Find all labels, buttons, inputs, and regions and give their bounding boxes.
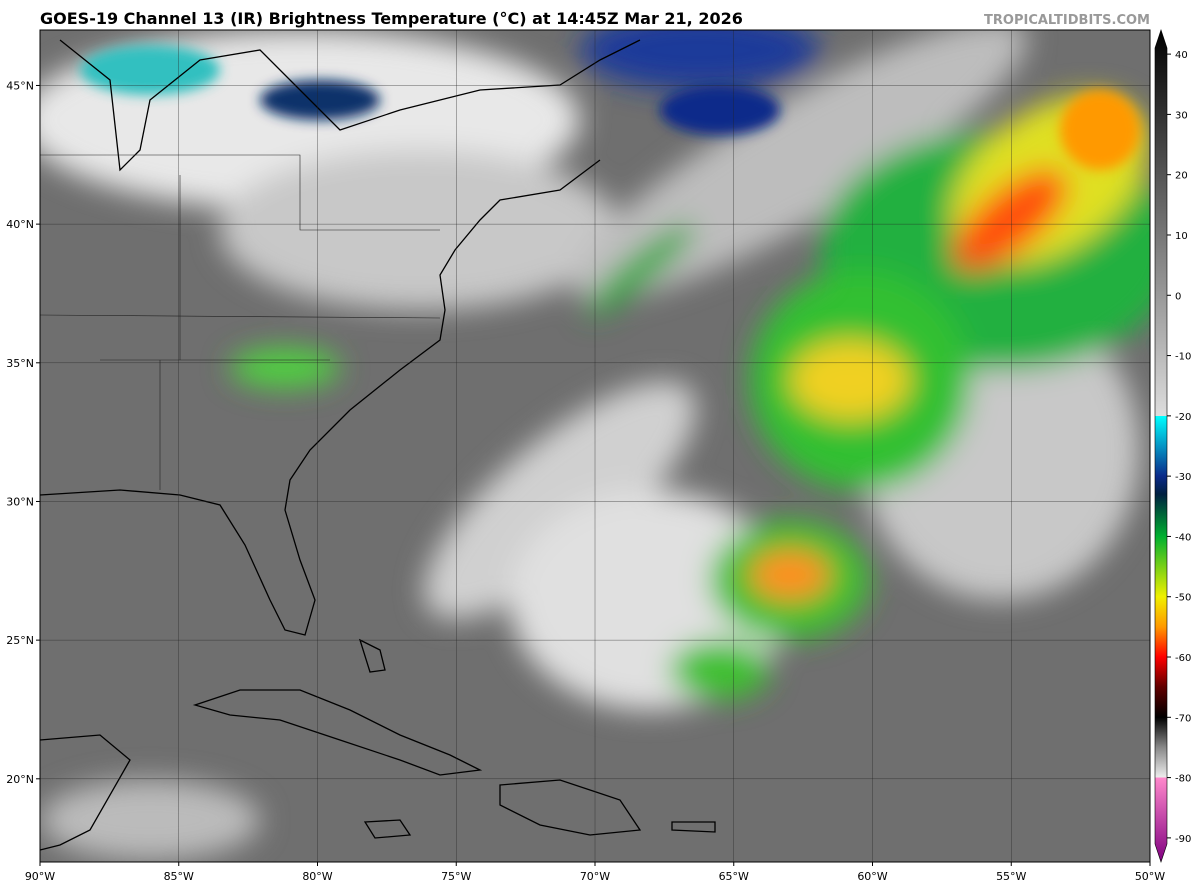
colorbar-tick-label: 30 xyxy=(1175,110,1188,121)
grid xyxy=(40,30,1150,862)
y-tick-label: 20°N xyxy=(6,773,34,786)
watermark: TROPICALTIDBITS.COM xyxy=(984,13,1150,28)
x-tick-label: 60°W xyxy=(857,870,887,883)
x-tick-label: 75°W xyxy=(441,870,471,883)
colorbar-tick-label: -10 xyxy=(1175,352,1191,363)
x-tick-label: 90°W xyxy=(25,870,55,883)
y-tick-label: 35°N xyxy=(6,357,34,370)
colorbar-tick-label: -40 xyxy=(1175,532,1191,543)
colorbar-axis: 40 30 20 10 0 -10 -20 -30 -40 -50 -60 -70 -80 -90 xyxy=(1167,50,1191,845)
colorbar xyxy=(1154,29,1168,863)
colorbar-tick-label: -60 xyxy=(1175,653,1191,664)
y-tick-label: 30°N xyxy=(6,495,34,508)
imagery xyxy=(40,30,1150,862)
colorbar-tick-label: -20 xyxy=(1175,412,1191,423)
x-tick-label: 80°W xyxy=(302,870,332,883)
x-tick-label: 65°W xyxy=(719,870,749,883)
x-tick-label: 55°W xyxy=(996,870,1026,883)
colorbar-tick-label: -90 xyxy=(1175,834,1191,845)
coastlines xyxy=(40,39,716,851)
y-tick-label: 25°N xyxy=(6,634,34,647)
colorbar-tick-label: 0 xyxy=(1175,291,1181,302)
borders xyxy=(40,154,441,490)
y-tick-label: 45°N xyxy=(6,79,34,92)
x-tick-label: 70°W xyxy=(580,870,610,883)
y-tick-label: 40°N xyxy=(6,218,34,231)
cloud-edges xyxy=(80,45,1140,170)
colorbar-tick-label: -70 xyxy=(1175,713,1191,724)
colorbar-tick-label: -50 xyxy=(1175,593,1191,604)
axes: 90°W 85°W 80°W 75°W 70°W 65°W 60°W 55°W 50°W 20°N… xyxy=(6,79,1165,883)
x-tick-label: 85°W xyxy=(164,870,194,883)
title: GOES-19 Channel 13 (IR) Brightness Tempe… xyxy=(40,9,743,28)
colorbar-tick-label: 40 xyxy=(1175,50,1188,61)
colorbar-tick-label: -80 xyxy=(1175,774,1191,785)
colorbar-tick-label: 20 xyxy=(1175,171,1188,182)
x-tick-label: 50°W xyxy=(1135,870,1165,883)
colorbar-tick-label: 10 xyxy=(1175,231,1188,242)
colorbar-tick-label: -30 xyxy=(1175,472,1191,483)
clouds xyxy=(40,30,1150,860)
